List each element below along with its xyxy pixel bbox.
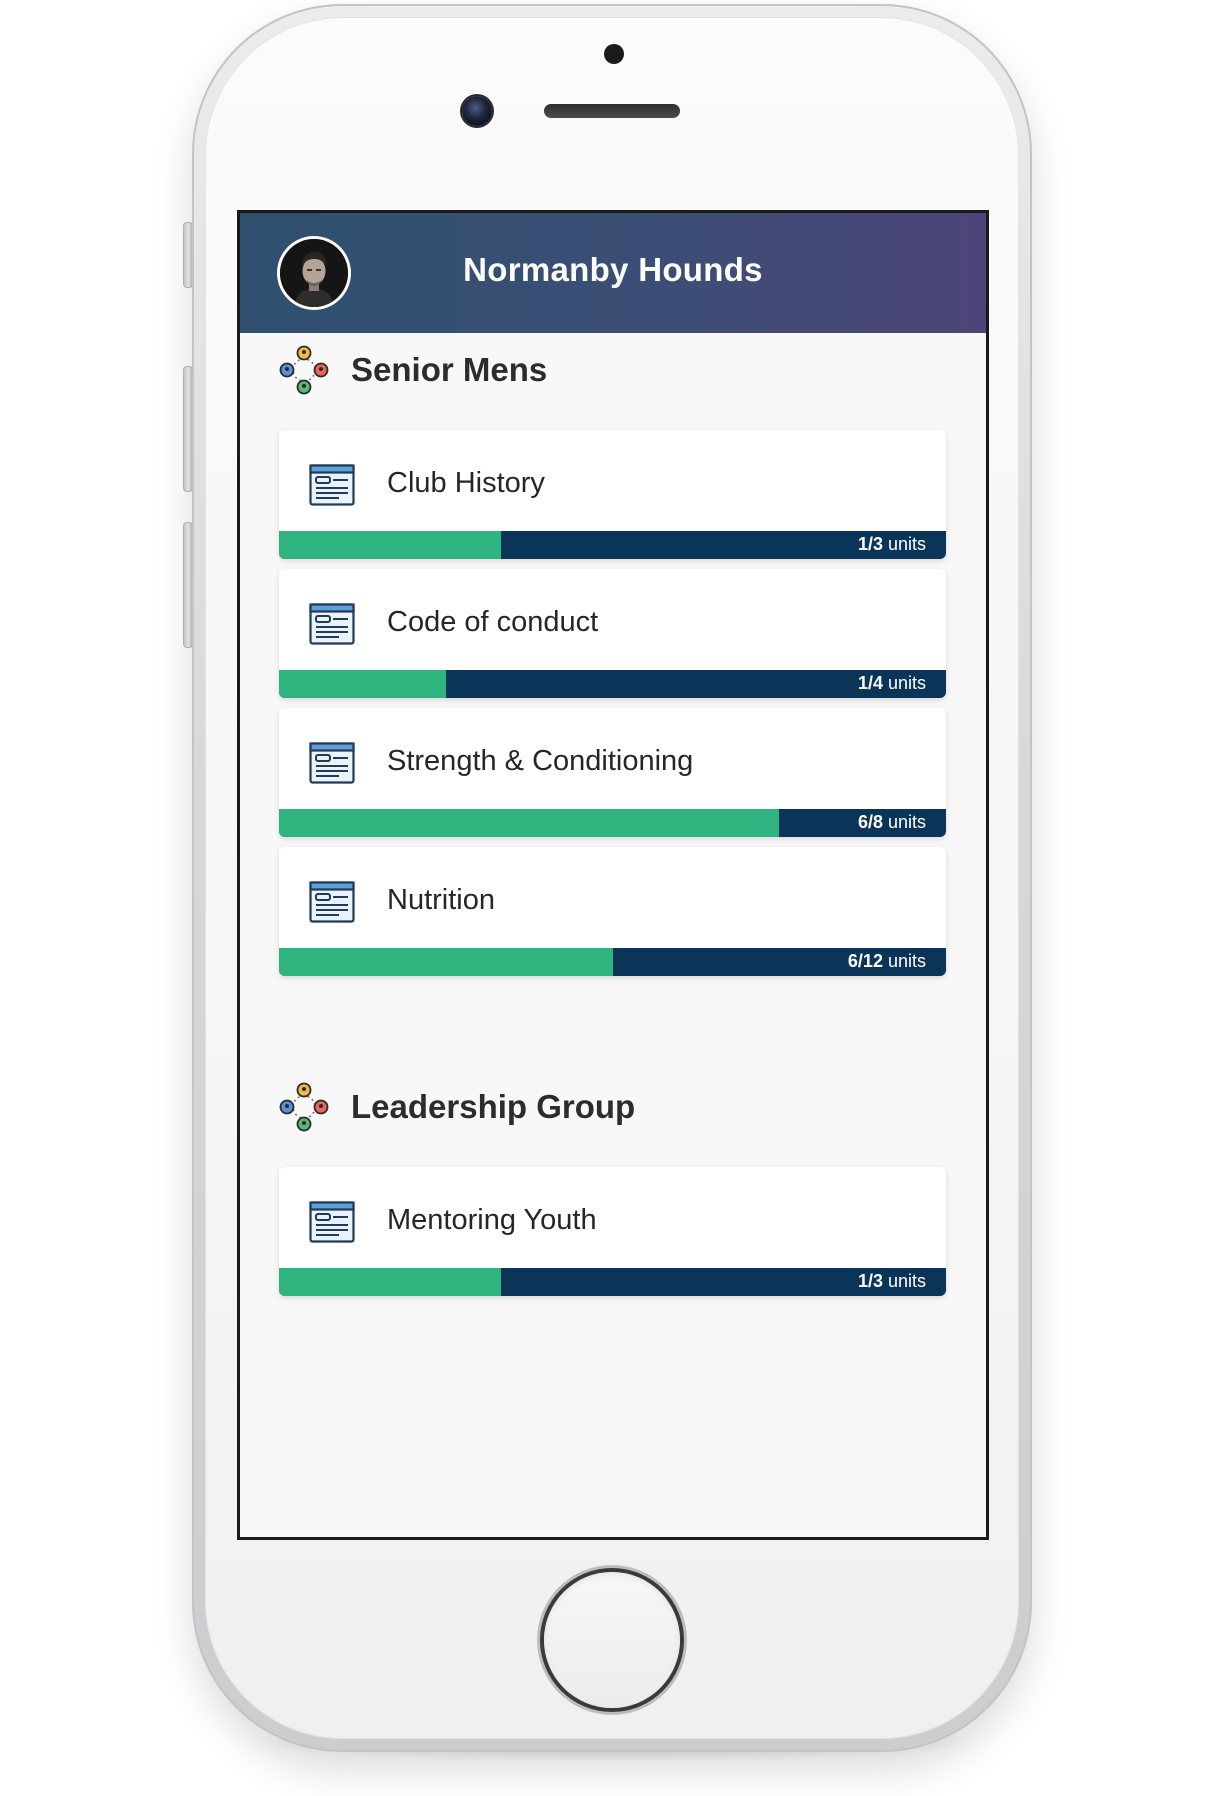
course-card-nutrition[interactable]: Nutrition 6/12 units	[279, 847, 946, 976]
app-screen: Normanby Hounds	[237, 210, 989, 1540]
course-card-club-history[interactable]: Club History 1/3 units	[279, 430, 946, 559]
course-card-strength-conditioning[interactable]: Strength & Conditioning 6/8 units	[279, 708, 946, 837]
earpiece-speaker	[544, 104, 680, 118]
app-header: Normanby Hounds	[240, 213, 986, 333]
progress-label: 6/8 units	[857, 812, 926, 832]
document-icon	[309, 464, 355, 506]
progress-bar: 1/4 units	[279, 670, 946, 698]
document-icon	[309, 1201, 355, 1243]
progress-bar: 6/12 units	[279, 948, 946, 976]
group-title: Senior Mens	[351, 351, 548, 388]
course-card-code-of-conduct[interactable]: Code of conduct 1/4 units	[279, 569, 946, 698]
front-camera	[462, 96, 492, 126]
progress-label: 1/3 units	[857, 534, 926, 554]
course-title: Nutrition	[387, 884, 495, 916]
team-icon	[279, 1082, 329, 1132]
progress-fill	[279, 670, 446, 698]
progress-fill	[279, 531, 502, 559]
document-icon	[309, 603, 355, 645]
course-title: Club History	[387, 467, 545, 499]
document-icon	[309, 742, 355, 784]
progress-fill	[279, 1268, 502, 1296]
course-title: Strength & Conditioning	[387, 745, 694, 777]
home-button[interactable]	[544, 1572, 680, 1708]
progress-label: 1/4 units	[857, 673, 926, 693]
proximity-sensor	[604, 44, 624, 64]
avatar-photo-icon	[280, 239, 348, 307]
course-title: Mentoring Youth	[387, 1204, 597, 1236]
progress-bar: 1/3 units	[279, 531, 946, 559]
progress-fill	[279, 809, 780, 837]
course-card-mentoring-youth[interactable]: Mentoring Youth 1/3 units	[279, 1167, 946, 1296]
progress-fill	[279, 948, 613, 976]
group-title: Leadership Group	[351, 1088, 636, 1125]
course-title: Code of conduct	[387, 606, 599, 638]
progress-label: 1/3 units	[857, 1271, 926, 1291]
user-avatar[interactable]	[280, 239, 348, 307]
progress-bar: 1/3 units	[279, 1268, 946, 1296]
progress-bar: 6/8 units	[279, 809, 946, 837]
document-icon	[309, 881, 355, 923]
header-title: Normanby Hounds	[463, 251, 763, 288]
progress-label: 6/12 units	[847, 951, 926, 971]
team-icon	[279, 345, 329, 395]
